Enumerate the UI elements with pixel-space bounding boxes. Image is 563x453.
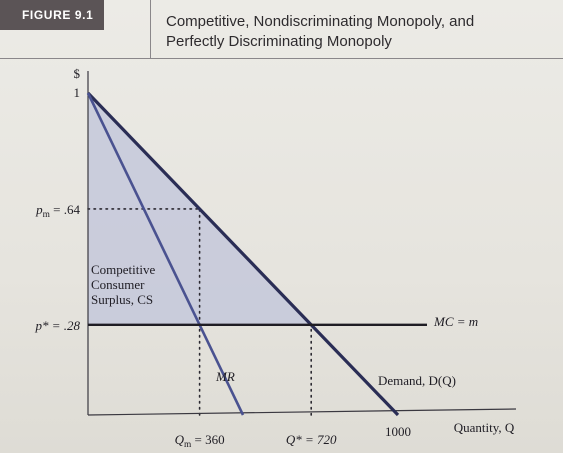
consumer-surplus-label-3: Surplus, CS	[91, 292, 153, 307]
figure-title-line-1: Competitive, Nondiscriminating Monopoly,…	[166, 13, 475, 30]
x-axis	[87, 408, 517, 416]
figure-title: Competitive, Nondiscriminating Monopoly,…	[166, 12, 546, 52]
header-divider-vertical	[150, 0, 151, 58]
mr-curve	[86, 92, 245, 416]
figure-title-line-2: Perfectly Discriminating Monopoly	[166, 33, 392, 50]
demand-label: Demand, D(Q)	[378, 373, 456, 388]
consumer-surplus-label-2: Consumer	[91, 277, 145, 292]
mc-label: MC = m	[433, 314, 478, 329]
x-axis-label: Quantity, Q	[454, 420, 515, 435]
consumer-surplus-label-1: Competitive	[91, 262, 156, 277]
x-tick-label-1000: 1000	[385, 424, 411, 439]
y-axis-label: $	[74, 66, 81, 81]
header-divider-horizontal	[0, 58, 563, 59]
y-tick-label-pm: pm = .64	[35, 202, 80, 220]
mr-label: MR	[215, 369, 235, 384]
demand-curve	[86, 91, 400, 417]
y-tick-label-pstar: p* = .28	[34, 318, 80, 333]
figure-label: FIGURE 9.1	[0, 0, 104, 30]
x-tick-label-qstar: Q* = 720	[286, 432, 337, 447]
x-tick-label-qm: Qm = 360	[175, 432, 225, 450]
y-tick-label-1: 1	[74, 85, 81, 100]
